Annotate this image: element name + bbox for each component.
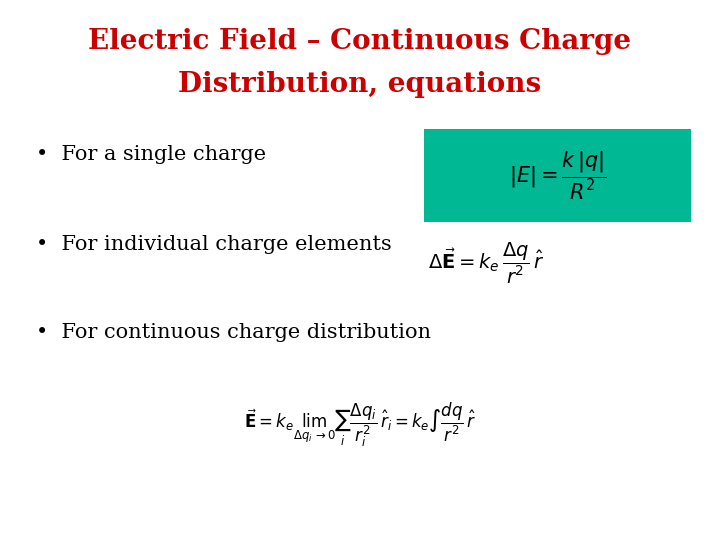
Text: $\Delta\vec{\mathbf{E}} = k_e\,\dfrac{\Delta q}{r^2}\,\hat{r}$: $\Delta\vec{\mathbf{E}} = k_e\,\dfrac{\D… xyxy=(428,241,544,286)
Text: •  For continuous charge distribution: • For continuous charge distribution xyxy=(36,323,431,342)
Text: •  For a single charge: • For a single charge xyxy=(36,145,266,164)
Text: •  For individual charge elements: • For individual charge elements xyxy=(36,235,392,254)
Text: $|E| = \dfrac{k\,|q|}{R^2}$: $|E| = \dfrac{k\,|q|}{R^2}$ xyxy=(508,150,606,201)
Text: $\vec{\mathbf{E}} = k_e \lim_{\Delta q_i \to 0} \sum_i \dfrac{\Delta q_i}{r_i^2}: $\vec{\mathbf{E}} = k_e \lim_{\Delta q_i… xyxy=(244,400,476,449)
Text: Electric Field – Continuous Charge: Electric Field – Continuous Charge xyxy=(89,28,631,55)
FancyBboxPatch shape xyxy=(424,129,691,222)
Text: Distribution, equations: Distribution, equations xyxy=(179,71,541,98)
